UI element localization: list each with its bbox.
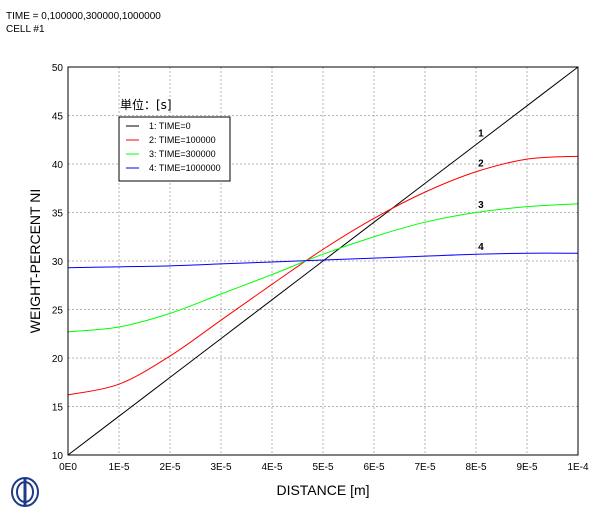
x-tick-label: 1E-4 bbox=[567, 462, 589, 473]
legend-box bbox=[118, 116, 231, 182]
series-label-3: 3 bbox=[478, 200, 484, 211]
series-label-2: 2 bbox=[478, 158, 484, 169]
legend-items: 1: TIME=0 2: TIME=100000 3: TIME=300000 4: … bbox=[126, 121, 221, 173]
series-line-2 bbox=[67, 155, 579, 396]
x-tick-label: 5E-5 bbox=[312, 462, 334, 473]
legend-title: 単位：[s] bbox=[120, 97, 172, 112]
legend-entry-2: 2: TIME=100000 bbox=[149, 135, 216, 145]
y-tick-label: 45 bbox=[52, 112, 64, 123]
x-tick-label: 3E-5 bbox=[210, 462, 232, 473]
x-tick-label: 4E-5 bbox=[261, 462, 283, 473]
legend: 単位：[s] 1: TIME=0 2: TIME=100000 3: TIME=30… bbox=[118, 97, 231, 182]
x-tick-label: 2E-5 bbox=[159, 462, 181, 473]
series-line-4 bbox=[67, 252, 579, 269]
x-tick-label: 8E-5 bbox=[465, 462, 487, 473]
tick-labels: 0E0 1E-5 2E-5 3E-5 4E-5 5E-5 6E-5 7E-5 8E-5 9E-5 1… bbox=[52, 63, 589, 473]
legend-entry-3: 3: TIME=300000 bbox=[149, 149, 216, 159]
y-axis-title: WEIGHT-PERCENT NI bbox=[27, 189, 43, 333]
y-tick-label: 25 bbox=[52, 306, 64, 317]
x-tick-label: 7E-5 bbox=[414, 462, 436, 473]
y-tick-label: 35 bbox=[52, 209, 64, 220]
series-labels: 1 2 3 4 bbox=[478, 129, 484, 253]
series-group bbox=[67, 66, 579, 456]
y-tick-label: 20 bbox=[52, 354, 64, 365]
header-time-line: TIME = 0,100000,300000,1000000 bbox=[6, 11, 161, 22]
y-tick-label: 10 bbox=[52, 451, 64, 462]
x-tick-label: 0E0 bbox=[59, 462, 77, 473]
y-tick-label: 30 bbox=[52, 257, 64, 268]
x-tick-label: 9E-5 bbox=[516, 462, 538, 473]
institution-logo-icon bbox=[11, 477, 39, 507]
legend-entry-4: 4: TIME=1000000 bbox=[149, 163, 221, 173]
plot-area-frame bbox=[67, 66, 579, 456]
chart-header: TIME = 0,100000,300000,1000000 CELL #1 bbox=[6, 10, 161, 36]
series-line-3 bbox=[67, 203, 579, 333]
x-tick-label: 6E-5 bbox=[363, 462, 385, 473]
legend-entry-1: 1: TIME=0 bbox=[149, 121, 191, 131]
y-tick-label: 40 bbox=[52, 160, 64, 171]
y-tick-label: 50 bbox=[52, 63, 64, 74]
x-tick-label: 1E-5 bbox=[108, 462, 130, 473]
series-label-4: 4 bbox=[478, 242, 484, 253]
header-cell-line: CELL #1 bbox=[6, 24, 45, 35]
series-line-1 bbox=[67, 66, 579, 456]
y-tick-label: 15 bbox=[52, 403, 64, 414]
x-axis-title: DISTANCE [m] bbox=[276, 482, 369, 498]
series-label-1: 1 bbox=[478, 129, 484, 140]
